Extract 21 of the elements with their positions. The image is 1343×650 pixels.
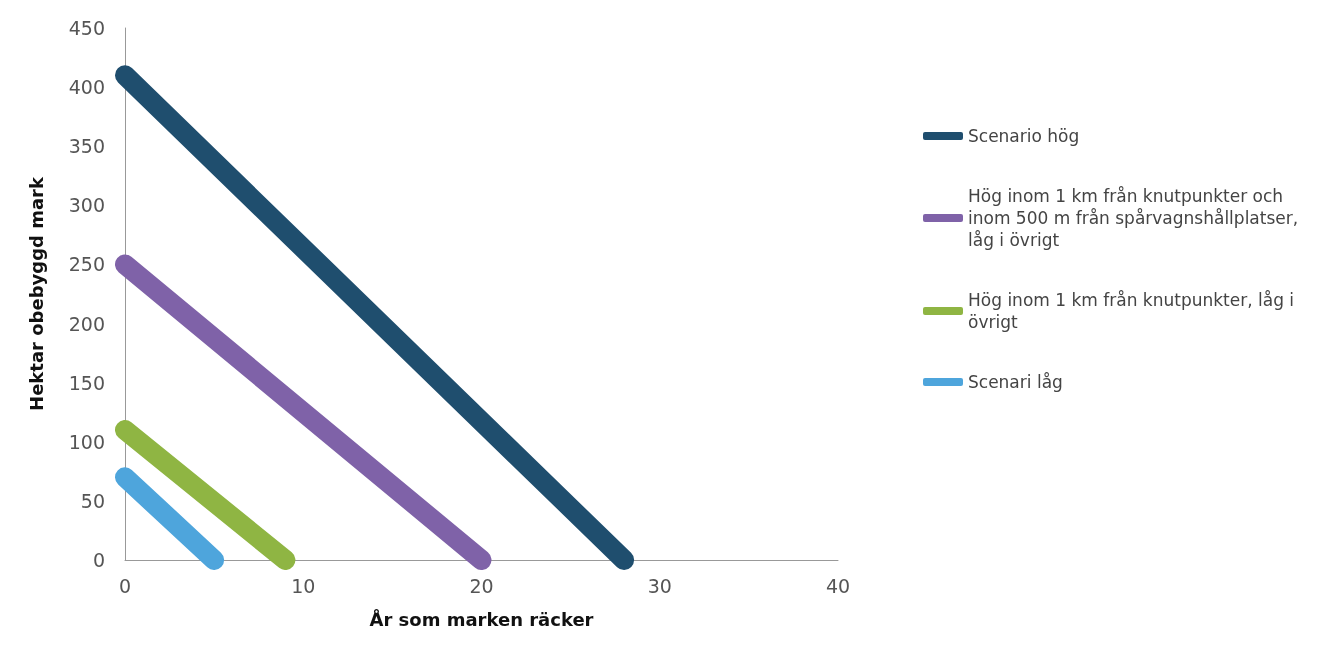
x-tick-label: 10 [291, 574, 316, 597]
x-tick-label: 30 [647, 574, 672, 597]
legend-label: Hög inom 1 km från knutpunkter och inom 500 m från spårvagnshållplatser, låg i övrigt [968, 186, 1304, 250]
legend-label: Scenario hög [968, 126, 1080, 146]
y-tick-label: 0 [92, 549, 105, 571]
x-tick-label: 40 [825, 574, 851, 597]
y-axis-title: Hektar obebyggd mark [25, 176, 47, 411]
y-tick-label: 100 [68, 430, 105, 453]
y-tick-label: 200 [68, 312, 105, 335]
x-tick-label: 20 [469, 574, 494, 597]
legend-label: Scenari låg [968, 372, 1063, 392]
y-tick-label: 400 [68, 76, 105, 99]
y-tick-label: 350 [68, 135, 105, 158]
y-tick-label: 50 [80, 489, 105, 512]
y-tick-label: 300 [68, 194, 105, 217]
legend-label: Hög inom 1 km från knutpunkter, låg i övrigt [968, 290, 1300, 332]
x-axis-title: År som marken räcker [369, 607, 594, 630]
y-tick-label: 250 [68, 253, 105, 276]
y-tick-label: 450 [68, 17, 105, 39]
y-tick-label: 150 [68, 371, 105, 394]
x-tick-label: 0 [118, 574, 132, 597]
